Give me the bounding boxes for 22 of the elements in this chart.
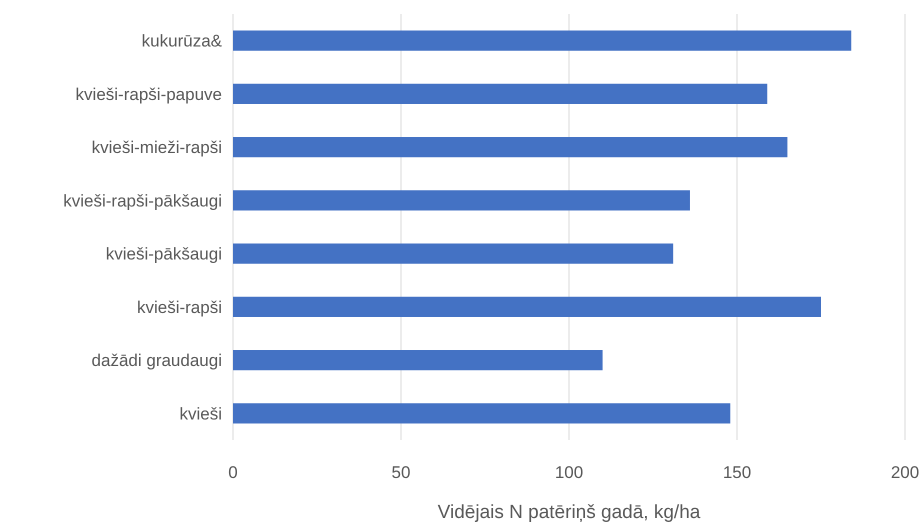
bar (233, 190, 690, 210)
y-tick-label: dažādi graudaugi (92, 351, 222, 370)
y-tick-label: kvieši-rapši-papuve (76, 84, 222, 104)
x-axis-title: Vidējais N patēriņš gadā, kg/ha (438, 502, 701, 523)
y-tick-label: kvieši-rapši (136, 298, 222, 317)
bar (233, 84, 768, 104)
bar (233, 244, 674, 264)
y-tick-label: kvieši-rapši-pākšaugi (63, 191, 222, 210)
bar (233, 350, 603, 370)
y-tick-label: kukurūza& (142, 32, 223, 51)
bar (233, 403, 730, 424)
y-tick-label: kvieši-pākšaugi (106, 244, 222, 264)
x-tick-label: 200 (890, 463, 920, 482)
y-tick-label: kvieši (179, 404, 222, 424)
x-tick-label: 100 (554, 463, 584, 482)
bar (233, 30, 852, 51)
y-tick-label: kvieši-mieži-rapši (92, 138, 222, 158)
x-tick-label: 0 (228, 463, 238, 482)
bar (233, 296, 821, 317)
x-tick-label: 50 (392, 463, 410, 482)
x-tick-label: 150 (722, 463, 752, 482)
bar (233, 137, 788, 158)
